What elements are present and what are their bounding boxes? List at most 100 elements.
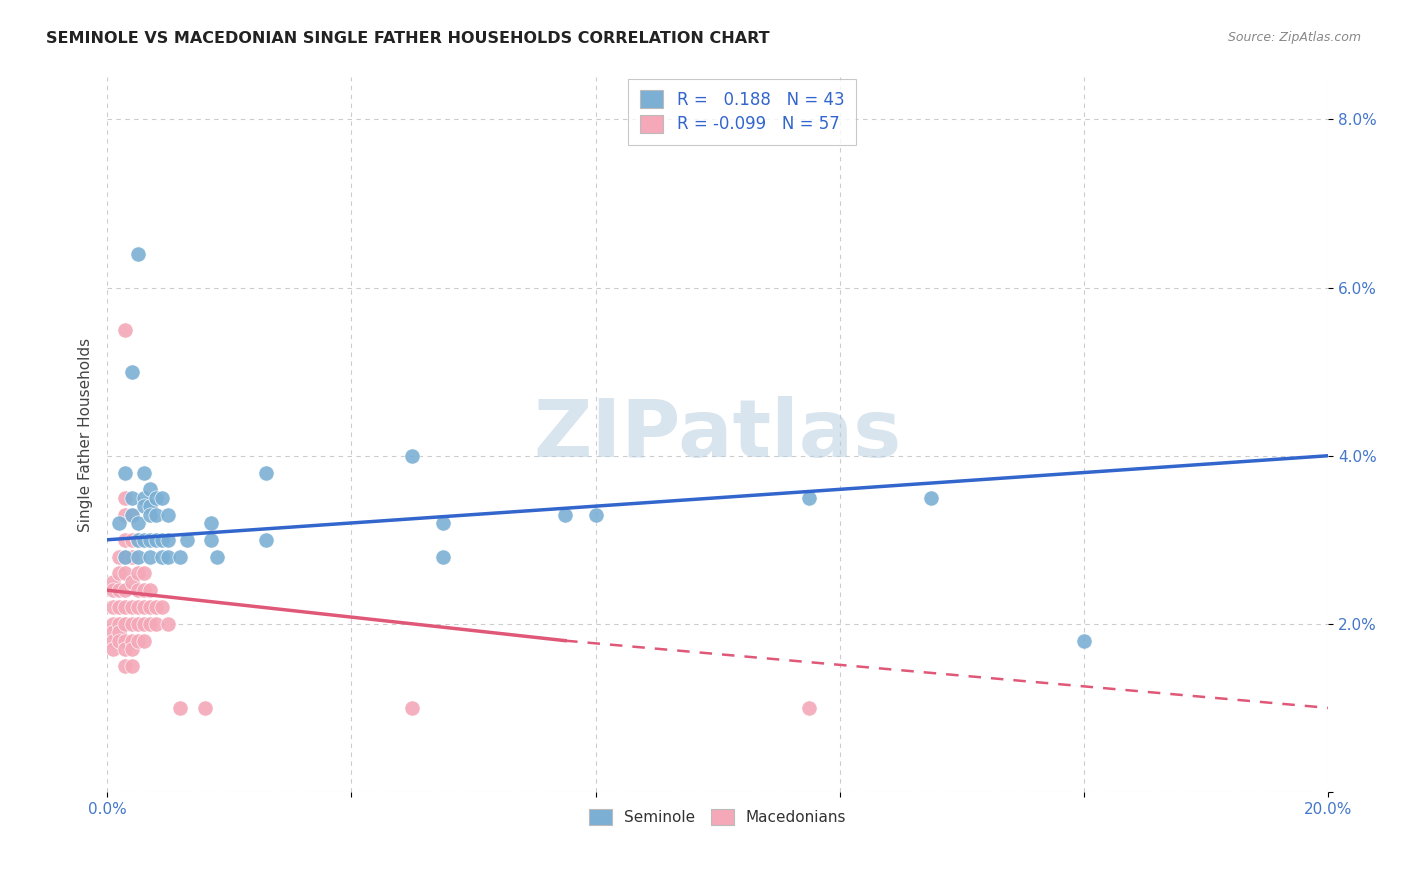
Point — [114, 616, 136, 631]
Point — [103, 633, 125, 648]
Text: SEMINOLE VS MACEDONIAN SINGLE FATHER HOUSEHOLDS CORRELATION CHART: SEMINOLE VS MACEDONIAN SINGLE FATHER HOU… — [46, 31, 770, 46]
Point — [114, 533, 136, 547]
Point — [114, 323, 136, 337]
Point — [114, 658, 136, 673]
Point — [103, 616, 125, 631]
Point — [114, 566, 136, 581]
Point — [114, 583, 136, 598]
Point — [157, 549, 180, 564]
Point — [145, 508, 167, 522]
Point — [114, 466, 136, 480]
Point — [432, 516, 454, 530]
Point — [121, 616, 143, 631]
Point — [132, 491, 155, 505]
Point — [145, 600, 167, 615]
Point — [132, 616, 155, 631]
Point — [108, 625, 131, 640]
Point — [200, 516, 222, 530]
Point — [121, 574, 143, 589]
Text: Source: ZipAtlas.com: Source: ZipAtlas.com — [1227, 31, 1361, 45]
Point — [132, 533, 155, 547]
Point — [114, 491, 136, 505]
Point — [121, 642, 143, 657]
Y-axis label: Single Father Households: Single Father Households — [79, 338, 93, 532]
Point — [108, 633, 131, 648]
Point — [157, 533, 180, 547]
Text: ZIPatlas: ZIPatlas — [534, 396, 901, 474]
Point — [132, 566, 155, 581]
Point — [132, 583, 155, 598]
Point — [139, 483, 162, 497]
Point — [132, 499, 155, 513]
Point — [194, 701, 217, 715]
Point — [139, 600, 162, 615]
Point — [254, 533, 277, 547]
Point — [150, 549, 173, 564]
Point — [121, 633, 143, 648]
Point — [799, 491, 821, 505]
Point — [114, 508, 136, 522]
Point — [103, 625, 125, 640]
Point — [108, 600, 131, 615]
Point — [103, 574, 125, 589]
Point — [920, 491, 942, 505]
Legend: Seminole, Macedonians: Seminole, Macedonians — [581, 800, 855, 834]
Point — [108, 549, 131, 564]
Point — [150, 600, 173, 615]
Point — [157, 508, 180, 522]
Point — [139, 499, 162, 513]
Point — [127, 533, 149, 547]
Point — [121, 508, 143, 522]
Point — [127, 533, 149, 547]
Point — [121, 600, 143, 615]
Point — [108, 616, 131, 631]
Point — [127, 600, 149, 615]
Point — [169, 701, 191, 715]
Point — [150, 533, 173, 547]
Point — [585, 508, 607, 522]
Point — [169, 549, 191, 564]
Point — [145, 616, 167, 631]
Point — [121, 533, 143, 547]
Point — [139, 533, 162, 547]
Point — [139, 549, 162, 564]
Point — [132, 633, 155, 648]
Point — [401, 701, 423, 715]
Point — [121, 658, 143, 673]
Point — [150, 491, 173, 505]
Point — [132, 600, 155, 615]
Point — [121, 365, 143, 379]
Point — [127, 516, 149, 530]
Point — [121, 491, 143, 505]
Point — [205, 549, 228, 564]
Point — [108, 566, 131, 581]
Point — [157, 616, 180, 631]
Point — [103, 583, 125, 598]
Point — [127, 633, 149, 648]
Point — [108, 583, 131, 598]
Point — [114, 633, 136, 648]
Point — [127, 583, 149, 598]
Point — [401, 449, 423, 463]
Point — [114, 549, 136, 564]
Point — [127, 549, 149, 564]
Point — [145, 491, 167, 505]
Point — [200, 533, 222, 547]
Point — [799, 701, 821, 715]
Point — [554, 508, 576, 522]
Point — [121, 508, 143, 522]
Point — [139, 508, 162, 522]
Point — [432, 549, 454, 564]
Point — [127, 616, 149, 631]
Point — [254, 466, 277, 480]
Point — [114, 642, 136, 657]
Point — [132, 466, 155, 480]
Point — [139, 583, 162, 598]
Point — [1073, 633, 1095, 648]
Point — [121, 549, 143, 564]
Point — [127, 247, 149, 261]
Point — [127, 566, 149, 581]
Point — [103, 600, 125, 615]
Point — [114, 600, 136, 615]
Point — [176, 533, 198, 547]
